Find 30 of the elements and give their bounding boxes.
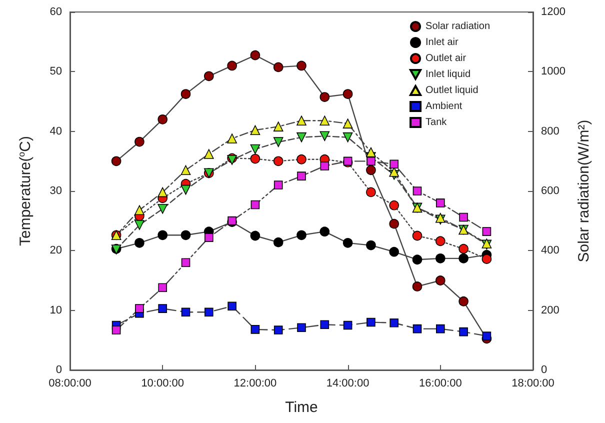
legend-label: Inlet liquid: [426, 69, 471, 80]
legend-label: Inlet air: [426, 37, 459, 48]
legend-label: Solar radiation: [426, 21, 490, 32]
x-tick-label: 14:00:00: [326, 378, 370, 390]
y-tick-label: 20: [50, 244, 62, 257]
x-tick-label: 12:00:00: [234, 378, 277, 390]
y2-tick-label: 1200: [541, 6, 566, 18]
x-tick-label: 08:00:00: [48, 378, 92, 390]
x-tick-label: 10:00:00: [141, 378, 184, 390]
y-tick-label: 60: [50, 6, 62, 18]
y2-tick-label: 0: [541, 364, 548, 376]
x-tick-label: 18:00:00: [512, 378, 554, 390]
legend-label: Outlet air: [426, 53, 467, 64]
y2-axis-title: Solar radiation(W/m²): [575, 120, 592, 262]
y2-tick-label: 200: [541, 304, 560, 316]
y-tick-label: 30: [50, 185, 62, 197]
y-tick-label: 0: [56, 364, 62, 376]
y-tick-label: 10: [50, 304, 62, 316]
legend-label: Outlet liquid: [426, 85, 478, 96]
y2-tick-label: 600: [541, 185, 560, 197]
x-axis-title: Time: [285, 399, 318, 416]
y-tick-label: 40: [50, 125, 62, 138]
y2-tick-label: 1000: [541, 66, 566, 78]
y2-tick-label: 400: [541, 244, 560, 257]
y-axis-title: Temperature(oC): [16, 136, 34, 246]
y-tick-label: 50: [50, 66, 62, 78]
legend-label: Ambient: [426, 101, 462, 112]
legend-label: Tank: [426, 117, 448, 128]
x-tick-label: 16:00:00: [418, 378, 462, 390]
y2-tick-label: 800: [541, 125, 560, 138]
